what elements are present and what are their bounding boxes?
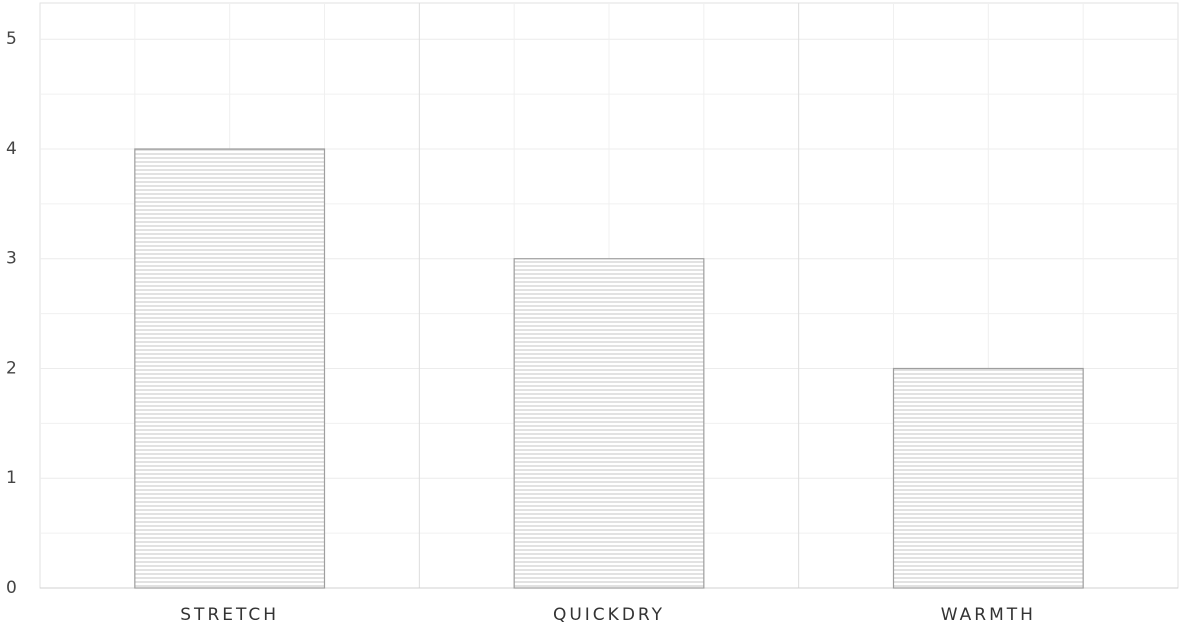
x-tick-label: QUICKDRY <box>553 605 665 625</box>
y-tick-label: 2 <box>6 358 17 378</box>
y-tick-label: 4 <box>6 139 17 159</box>
bar <box>134 148 326 589</box>
x-tick-label: WARMTH <box>941 605 1036 625</box>
y-tick-label: 3 <box>6 249 17 269</box>
y-tick-label: 5 <box>6 29 17 49</box>
x-tick-label: STRETCH <box>180 605 279 625</box>
bar <box>892 367 1084 589</box>
y-tick-label: 0 <box>6 578 17 598</box>
bar <box>513 258 705 589</box>
y-tick-label: 1 <box>6 468 17 488</box>
